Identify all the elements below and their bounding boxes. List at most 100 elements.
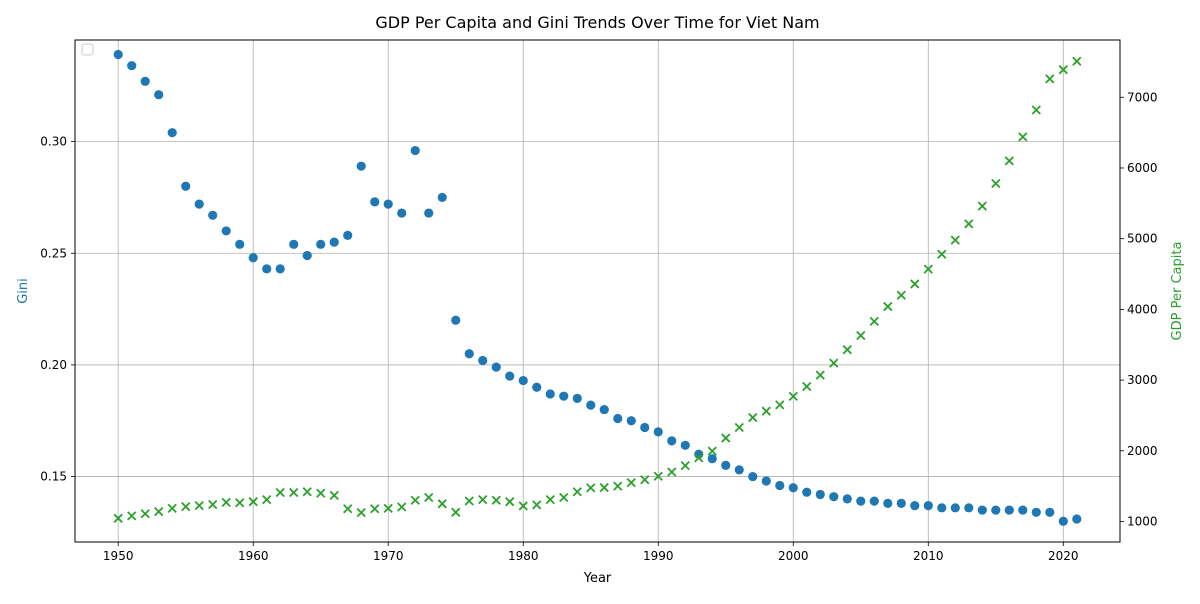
gdp-point xyxy=(478,494,488,505)
gdp-point xyxy=(221,497,231,508)
gdp-point xyxy=(424,492,434,503)
gini-point xyxy=(896,498,906,508)
grid-lines xyxy=(75,40,1120,542)
gini-point xyxy=(221,226,231,236)
gini-point xyxy=(316,239,326,249)
gdp-point xyxy=(599,482,609,493)
gini-point xyxy=(167,128,177,138)
gini-point xyxy=(977,505,987,515)
gini-point xyxy=(248,253,258,263)
gini-point xyxy=(491,362,501,372)
gdp-point xyxy=(842,345,852,355)
gini-point xyxy=(275,264,285,274)
gdp-point xyxy=(721,433,731,443)
gdp-point xyxy=(329,490,339,500)
gini-point xyxy=(329,237,339,247)
chart-title: GDP Per Capita and Gini Trends Over Time… xyxy=(375,13,819,32)
gdp-point xyxy=(869,316,879,327)
gdp-point xyxy=(667,467,677,477)
gini-point xyxy=(451,315,461,325)
gini-point xyxy=(1058,516,1068,526)
gdp-point xyxy=(1004,156,1014,166)
gdp-point xyxy=(883,301,893,312)
gini-point xyxy=(761,476,771,486)
gdp-point xyxy=(262,494,272,505)
gini-point xyxy=(478,355,488,366)
gdp-point xyxy=(707,446,717,456)
gini-point xyxy=(208,210,218,220)
gini-point xyxy=(262,264,272,274)
gini-point xyxy=(302,250,312,261)
gini-point xyxy=(356,161,366,171)
gini-point xyxy=(559,391,569,401)
gdp-point xyxy=(748,412,758,423)
gdp-point xyxy=(1058,65,1068,75)
gdp-point xyxy=(1031,105,1041,115)
y-right-tick-label: 7000 xyxy=(1127,90,1158,104)
gdp-point xyxy=(505,497,515,507)
gini-point xyxy=(424,208,434,218)
x-tick-label: 1990 xyxy=(643,549,674,563)
gini-point xyxy=(802,487,812,497)
gdp-point xyxy=(991,178,1001,189)
y-right-tick-label: 1000 xyxy=(1127,514,1158,528)
gdp-point xyxy=(140,509,150,519)
gdp-point xyxy=(910,279,920,289)
gini-point xyxy=(991,505,1001,515)
gdp-point xyxy=(410,495,420,505)
gdp-point xyxy=(464,496,474,506)
gini-point xyxy=(518,375,528,386)
gini-point xyxy=(842,494,852,504)
legend-box xyxy=(81,43,94,56)
plot-frame xyxy=(74,39,1121,543)
gdp-point xyxy=(154,506,164,517)
gdp-point xyxy=(788,391,798,401)
gini-point xyxy=(127,61,137,71)
gini-point xyxy=(775,480,785,491)
gini-point xyxy=(937,503,947,513)
gdp-point xyxy=(761,406,771,416)
gini-point xyxy=(572,393,582,404)
gdp-point xyxy=(626,477,636,488)
x-tick-label: 2020 xyxy=(1048,549,1079,563)
y-left-tick-label: 0.25 xyxy=(40,246,67,260)
gdp-point xyxy=(559,492,569,503)
x-tick-label: 1970 xyxy=(373,549,404,563)
gini-point xyxy=(194,199,204,209)
gini-point xyxy=(829,492,839,502)
gini-point xyxy=(883,498,893,508)
gdp-point xyxy=(275,487,285,498)
x-tick-label: 1980 xyxy=(508,549,539,563)
y-right-tick-label: 2000 xyxy=(1127,444,1158,458)
gdp-point xyxy=(977,201,987,211)
gdp-point xyxy=(937,249,947,259)
x-tick-label: 2000 xyxy=(778,549,809,563)
gini-point xyxy=(788,483,798,493)
gini-point xyxy=(410,145,420,156)
y-axis-left-label: Gini xyxy=(16,278,31,304)
gdp-point xyxy=(356,508,366,518)
y-left-tick-label: 0.30 xyxy=(40,135,67,149)
gdp-point xyxy=(289,487,299,498)
gdp-point xyxy=(1072,56,1082,66)
gini-point xyxy=(586,400,596,410)
gini-point xyxy=(667,436,677,446)
data-marks xyxy=(113,49,1082,526)
y-right-tick-label: 6000 xyxy=(1127,161,1158,175)
gdp-point xyxy=(248,497,258,507)
gdp-point xyxy=(775,400,785,410)
gdp-point xyxy=(680,461,690,471)
gini-point xyxy=(343,230,353,240)
gini-point xyxy=(464,349,474,359)
y-right-tick-label: 3000 xyxy=(1127,373,1158,387)
gini-point xyxy=(734,465,744,475)
gdp-point xyxy=(370,504,380,514)
gini-point xyxy=(181,181,191,191)
gini-point xyxy=(599,404,609,415)
gini-point xyxy=(1072,514,1082,524)
axis-ticks: 1950 1960 1970 1980 1990 2000 2010 2020 0.15 0.20… xyxy=(40,90,1157,563)
gini-point xyxy=(154,90,164,100)
gdp-point xyxy=(856,330,866,341)
gdp-point xyxy=(572,487,582,497)
